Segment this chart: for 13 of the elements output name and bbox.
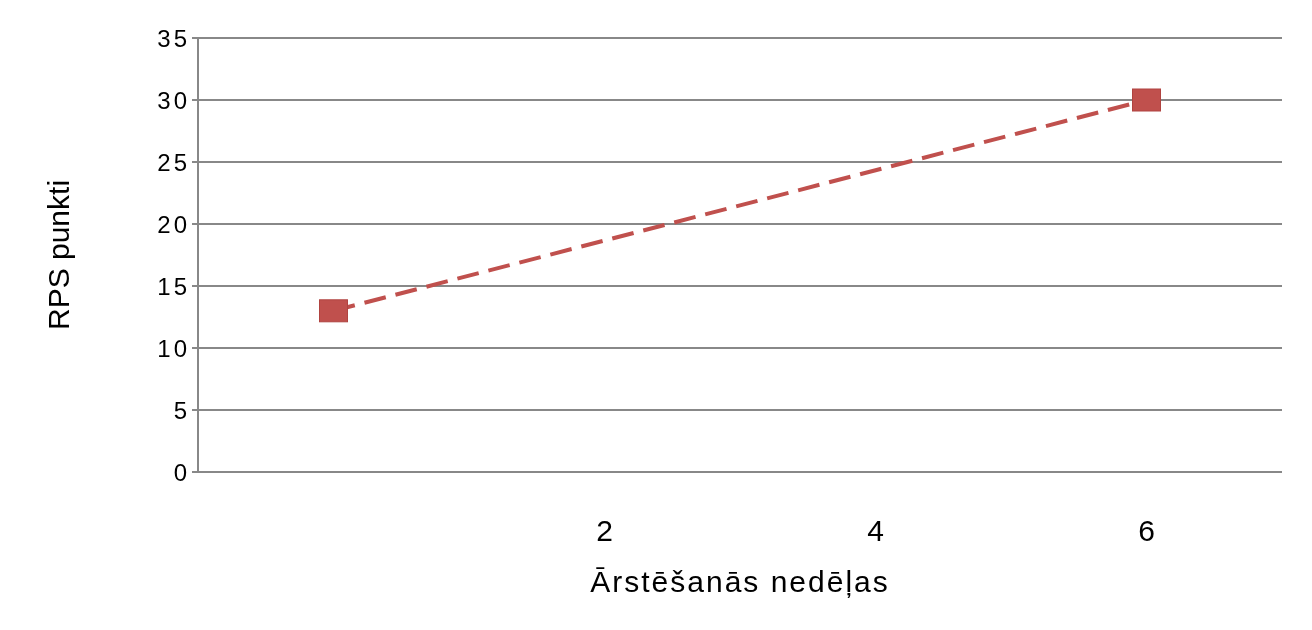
x-tick-label: 4 <box>867 514 884 548</box>
y-tick-label: 0 <box>173 458 190 486</box>
y-tick-label: 10 <box>157 334 190 362</box>
y-tick-label: 25 <box>157 148 190 176</box>
y-tick-label: 15 <box>157 272 190 300</box>
y-tick-label: 30 <box>157 86 190 114</box>
x-tick-label: 6 <box>1138 514 1155 548</box>
y-tick-label: 5 <box>173 396 190 424</box>
y-axis-title: RPS punkti <box>41 179 75 331</box>
x-tick-label: 2 <box>596 514 613 548</box>
x-axis-title: Ārstēšanās nedēļas <box>590 565 890 598</box>
y-tick-label: 20 <box>157 210 190 238</box>
y-tick-label: 35 <box>157 24 190 52</box>
